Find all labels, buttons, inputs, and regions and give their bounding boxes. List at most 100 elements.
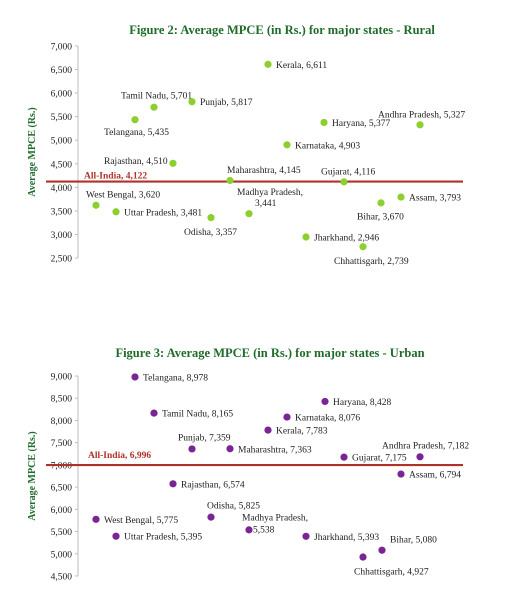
rural-y-tick-label: 7,000: [51, 43, 73, 53]
urban-y-tick-label: 8,500: [51, 395, 73, 405]
rural-data-point: [340, 178, 348, 186]
rural-data-point: [283, 141, 291, 149]
urban-y-tick-label: 9,000: [51, 373, 73, 383]
rural-y-tick-label: 3,500: [51, 207, 73, 217]
rural-y-tick-label: 6,000: [51, 90, 73, 100]
urban-data-label: Assam, 6,794: [409, 471, 461, 481]
rural-y-axis-label: Average MPCE (Rs.): [27, 107, 38, 197]
urban-data-point: [378, 546, 386, 554]
urban-data-point: [264, 426, 272, 434]
urban-mpce-chart: Figure 3: Average MPCE (in Rs.) for majo…: [0, 335, 509, 600]
rural-data-label: Bihar, 3,670: [357, 212, 404, 222]
urban-data-point: [150, 409, 158, 417]
rural-data-point: [245, 210, 253, 218]
rural-y-tick-label: 3,000: [51, 231, 73, 241]
rural-data-label: Uttar Pradesh, 3,481: [124, 208, 202, 218]
rural-data-point: [302, 233, 310, 241]
rural-chart-svg: Figure 2: Average MPCE (in Rs.) for majo…: [27, 23, 465, 267]
rural-data-point: [359, 243, 367, 251]
urban-data-label: Telangana, 8,978: [143, 373, 208, 383]
urban-data-label: Haryana, 8,428: [333, 398, 392, 408]
urban-y-tick-label: 6,000: [51, 506, 73, 516]
rural-data-point: [397, 193, 405, 201]
urban-data-point: [207, 513, 215, 521]
urban-data-point: [131, 373, 139, 381]
urban-data-label: Uttar Pradesh, 5,395: [124, 533, 202, 543]
urban-y-tick-label: 8,000: [51, 417, 73, 427]
urban-data-label: Andhra Pradesh, 7,182: [382, 441, 469, 451]
rural-data-label: Tamil Nadu, 5,701: [121, 92, 192, 102]
rural-data-point: [188, 98, 196, 106]
rural-data-point: [112, 208, 120, 216]
rural-y-tick-label: 4,000: [51, 184, 73, 194]
urban-data-point: [188, 445, 196, 453]
urban-data-label: Chhattisgarh, 4,927: [354, 568, 429, 578]
rural-data-label: Chhattisgarh, 2,739: [334, 257, 409, 267]
urban-data-label: Karnataka, 8,076: [295, 414, 360, 424]
rural-data-point: [131, 116, 139, 124]
rural-data-point: [150, 103, 158, 111]
rural-chart-title: Figure 2: Average MPCE (in Rs.) for majo…: [129, 23, 435, 37]
rural-y-tick-label: 5,500: [51, 113, 73, 123]
rural-y-tick-label: 2,500: [51, 255, 73, 265]
rural-data-label: West Bengal, 3,620: [86, 191, 160, 201]
rural-data-label: Rajasthan, 4,510: [104, 157, 168, 167]
rural-data-label: Assam, 3,793: [409, 194, 461, 204]
urban-data-point: [416, 453, 424, 461]
rural-data-label: Gujarat, 4,116: [321, 167, 376, 177]
rural-y-tick-label: 4,500: [51, 160, 73, 170]
rural-data-label: Maharashtra, 4,145: [227, 166, 301, 176]
urban-data-label: Rajasthan, 6,574: [181, 480, 245, 490]
urban-chart-title: Figure 3: Average MPCE (in Rs.) for majo…: [115, 346, 424, 360]
urban-y-tick-label: 7,000: [51, 461, 73, 471]
urban-y-tick-label: 7,500: [51, 439, 73, 449]
urban-y-tick-label: 5,500: [51, 528, 73, 538]
rural-mpce-chart: Figure 2: Average MPCE (in Rs.) for majo…: [0, 0, 509, 270]
urban-data-label: Maharashtra, 7,363: [238, 445, 312, 455]
urban-data-point: [112, 532, 120, 540]
rural-data-point: [226, 176, 234, 185]
urban-all-india-label: All-India, 6,996: [88, 451, 151, 461]
rural-data-label: Karnataka, 4,903: [295, 141, 360, 151]
urban-y-axis-label: Average MPCE (Rs.): [27, 431, 38, 521]
urban-data-point: [321, 397, 329, 406]
urban-data-point: [169, 480, 177, 488]
rural-data-label: Punjab, 5,817: [200, 98, 253, 108]
rural-data-label: Haryana, 5,377: [332, 119, 391, 129]
rural-y-tick-label: 6,500: [51, 66, 73, 76]
rural-all-india-label: All-India, 4,122: [84, 172, 147, 182]
urban-data-point: [340, 453, 348, 461]
rural-data-point: [169, 159, 177, 167]
rural-data-point: [207, 214, 215, 222]
rural-data-point: [92, 201, 100, 209]
urban-data-point: [283, 413, 291, 421]
rural-data-label: Jharkhand, 2,946: [314, 233, 379, 243]
rural-data-label: 3,441: [255, 199, 277, 209]
rural-y-tick-label: 5,000: [51, 137, 73, 147]
urban-data-label: Bihar, 5,080: [390, 536, 437, 546]
urban-data-label: Gujarat, 7,175: [352, 454, 407, 464]
urban-data-point: [397, 470, 405, 478]
rural-data-label: Odisha, 3,357: [184, 228, 237, 238]
urban-data-label: Madhya Pradesh,: [242, 513, 308, 523]
urban-data-label: Punjab, 7,359: [178, 433, 231, 443]
urban-chart-svg: Figure 3: Average MPCE (in Rs.) for majo…: [27, 346, 469, 583]
urban-y-tick-label: 5,000: [51, 550, 73, 560]
urban-data-label: 5,538: [253, 525, 275, 535]
rural-data-label: Telangana, 5,435: [104, 128, 169, 138]
urban-data-label: Kerala, 7,783: [276, 427, 328, 437]
urban-y-tick-label: 6,500: [51, 484, 73, 494]
urban-data-label: Tamil Nadu, 8,165: [162, 410, 233, 420]
urban-data-label: Odisha, 5,825: [207, 502, 260, 512]
urban-data-point: [226, 445, 234, 453]
rural-data-label: Andhra Pradesh, 5,327: [378, 110, 465, 120]
urban-data-point: [245, 526, 253, 534]
rural-data-label: Madhya Pradesh,: [237, 188, 303, 198]
rural-data-point: [264, 60, 272, 68]
urban-data-label: Jharkhand, 5,393: [314, 533, 379, 543]
urban-data-label: West Bengal, 5,775: [104, 516, 178, 526]
urban-data-point: [359, 553, 367, 561]
rural-data-label: Kerala, 6,611: [276, 61, 327, 71]
rural-data-point: [416, 121, 424, 129]
rural-data-point: [320, 118, 328, 127]
